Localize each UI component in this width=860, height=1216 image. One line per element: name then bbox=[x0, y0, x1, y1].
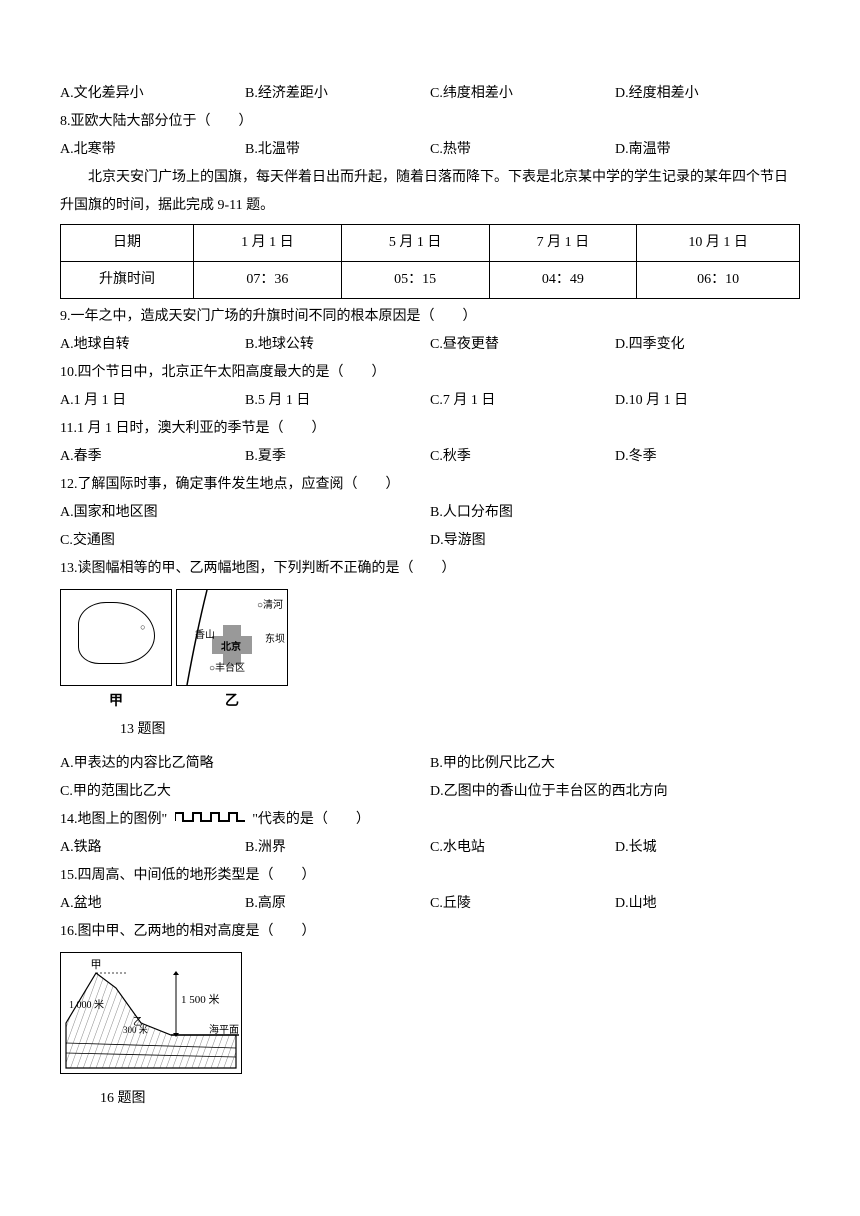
table-row: 升旗时间 07：36 05：15 04：49 06：10 bbox=[61, 262, 800, 299]
q15-options: A.盆地 B.高原 C.丘陵 D.山地 bbox=[60, 890, 800, 918]
table-row: 日期 1 月 1 日 5 月 1 日 7 月 1 日 10 月 1 日 bbox=[61, 225, 800, 262]
opt-a: A.盆地 bbox=[60, 890, 245, 918]
q16-figure: 甲 乙 1 000 米 1 500 米 300 米 海平面 16 题图 bbox=[60, 952, 800, 1113]
opt-a: A.文化差异小 bbox=[60, 80, 245, 108]
th-2: 5 月 1 日 bbox=[341, 225, 489, 262]
opt-d: D.长城 bbox=[615, 834, 800, 862]
china-outline-icon: ○ bbox=[78, 602, 155, 664]
opt-b: B.夏季 bbox=[245, 443, 430, 471]
opt-a: A.铁路 bbox=[60, 834, 245, 862]
q13-figure: ○ 甲 ○清河 香山 北京 东坝 ○丰台区 乙 13 题图 bbox=[60, 589, 800, 744]
q16-stem: 16.图中甲、乙两地的相对高度是（ ） bbox=[60, 918, 800, 946]
intro-9-11: 北京天安门广场上的国旗，每天伴着日出而升起，随着日落而降下。下表是北京某中学的学… bbox=[60, 164, 800, 220]
opt-b: B.甲的比例尺比乙大 bbox=[430, 750, 800, 778]
label-qinghe: ○清河 bbox=[257, 596, 283, 616]
td-4: 06：10 bbox=[637, 262, 800, 299]
opt-c: C.交通图 bbox=[60, 527, 430, 555]
opt-b: B.经济差距小 bbox=[245, 80, 430, 108]
q13-stem: 13.读图幅相等的甲、乙两幅地图，下列判断不正确的是（ ） bbox=[60, 555, 800, 583]
q16-caption: 16 题图 bbox=[100, 1085, 800, 1113]
q12-stem: 12.了解国际时事，确定事件发生地点，应查阅（ ） bbox=[60, 471, 800, 499]
opt-a: A.地球自转 bbox=[60, 331, 245, 359]
td-2: 05：15 bbox=[341, 262, 489, 299]
opt-c: C.甲的范围比乙大 bbox=[60, 778, 430, 806]
label-dongba: 东坝 bbox=[265, 630, 285, 650]
th-date: 日期 bbox=[61, 225, 194, 262]
label-1500: 1 500 米 bbox=[181, 993, 220, 1006]
td-label: 升旗时间 bbox=[61, 262, 194, 299]
opt-d: D.乙图中的香山位于丰台区的西北方向 bbox=[430, 778, 800, 806]
q11-options: A.春季 B.夏季 C.秋季 D.冬季 bbox=[60, 443, 800, 471]
opt-a: A.北寒带 bbox=[60, 136, 245, 164]
q9-options: A.地球自转 B.地球公转 C.昼夜更替 D.四季变化 bbox=[60, 331, 800, 359]
opt-d: D.10 月 1 日 bbox=[615, 387, 800, 415]
q8-stem: 8.亚欧大陆大部分位于（ ） bbox=[60, 108, 800, 136]
opt-d: D.南温带 bbox=[615, 136, 800, 164]
opt-d: D.冬季 bbox=[615, 443, 800, 471]
opt-a: A.春季 bbox=[60, 443, 245, 471]
label-sea: 海平面 bbox=[209, 1023, 239, 1036]
opt-c: C.水电站 bbox=[430, 834, 615, 862]
th-1: 1 月 1 日 bbox=[194, 225, 342, 262]
opt-a: A.1 月 1 日 bbox=[60, 387, 245, 415]
mountain-diagram-icon: 甲 乙 1 000 米 1 500 米 300 米 海平面 bbox=[60, 952, 242, 1074]
label-jia: 甲 bbox=[91, 959, 102, 971]
th-3: 7 月 1 日 bbox=[489, 225, 637, 262]
map-b-label: 乙 bbox=[176, 688, 288, 716]
opt-c: C.热带 bbox=[430, 136, 615, 164]
q10-options: A.1 月 1 日 B.5 月 1 日 C.7 月 1 日 D.10 月 1 日 bbox=[60, 387, 800, 415]
q14-stem-pre: 14.地图上的图例" bbox=[60, 812, 167, 827]
opt-b: B.人口分布图 bbox=[430, 499, 800, 527]
q14-stem: 14.地图上的图例" "代表的是（ ） bbox=[60, 806, 800, 834]
opt-a: A.国家和地区图 bbox=[60, 499, 430, 527]
q14-stem-post: "代表的是（ ） bbox=[252, 812, 370, 827]
label-xiangshan: 香山 bbox=[195, 626, 215, 646]
th-4: 10 月 1 日 bbox=[637, 225, 800, 262]
label-fengtai: ○丰台区 bbox=[209, 659, 245, 679]
q13-caption: 13 题图 bbox=[120, 716, 800, 744]
q11-stem: 11.1 月 1 日时，澳大利亚的季节是（ ） bbox=[60, 415, 800, 443]
td-1: 07：36 bbox=[194, 262, 342, 299]
opt-c: C.纬度相差小 bbox=[430, 80, 615, 108]
opt-d: D.导游图 bbox=[430, 527, 800, 555]
q13-options-1: A.甲表达的内容比乙简略 B.甲的比例尺比乙大 bbox=[60, 750, 800, 778]
opt-b: B.北温带 bbox=[245, 136, 430, 164]
flag-time-table: 日期 1 月 1 日 5 月 1 日 7 月 1 日 10 月 1 日 升旗时间… bbox=[60, 224, 800, 299]
q12-options-1: A.国家和地区图 B.人口分布图 bbox=[60, 499, 800, 527]
q15-stem: 15.四周高、中间低的地形类型是（ ） bbox=[60, 862, 800, 890]
opt-d: D.经度相差小 bbox=[615, 80, 800, 108]
label-300: 300 米 bbox=[123, 1024, 148, 1035]
opt-c: C.丘陵 bbox=[430, 890, 615, 918]
q13-options-2: C.甲的范围比乙大 D.乙图中的香山位于丰台区的西北方向 bbox=[60, 778, 800, 806]
opt-c: C.秋季 bbox=[430, 443, 615, 471]
opt-d: D.山地 bbox=[615, 890, 800, 918]
opt-b: B.地球公转 bbox=[245, 331, 430, 359]
map-b-box: ○清河 香山 北京 东坝 ○丰台区 bbox=[176, 589, 288, 686]
opt-b: B.高原 bbox=[245, 890, 430, 918]
label-beijing: 北京 bbox=[221, 638, 241, 658]
td-3: 04：49 bbox=[489, 262, 637, 299]
q14-options: A.铁路 B.洲界 C.水电站 D.长城 bbox=[60, 834, 800, 862]
opt-b: B.5 月 1 日 bbox=[245, 387, 430, 415]
q12-options-2: C.交通图 D.导游图 bbox=[60, 527, 800, 555]
q8-options: A.北寒带 B.北温带 C.热带 D.南温带 bbox=[60, 136, 800, 164]
opt-c: C.昼夜更替 bbox=[430, 331, 615, 359]
map-a-label: 甲 bbox=[60, 688, 172, 716]
q9-stem: 9.一年之中，造成天安门广场的升旗时间不同的根本原因是（ ） bbox=[60, 303, 800, 331]
q10-stem: 10.四个节日中，北京正午太阳高度最大的是（ ） bbox=[60, 359, 800, 387]
opt-c: C.7 月 1 日 bbox=[430, 387, 615, 415]
map-a-box: ○ bbox=[60, 589, 172, 686]
label-1000: 1 000 米 bbox=[69, 998, 104, 1011]
great-wall-icon bbox=[175, 806, 245, 834]
opt-a: A.甲表达的内容比乙简略 bbox=[60, 750, 430, 778]
opt-d: D.四季变化 bbox=[615, 331, 800, 359]
q-top-options: A.文化差异小 B.经济差距小 C.纬度相差小 D.经度相差小 bbox=[60, 80, 800, 108]
opt-b: B.洲界 bbox=[245, 834, 430, 862]
